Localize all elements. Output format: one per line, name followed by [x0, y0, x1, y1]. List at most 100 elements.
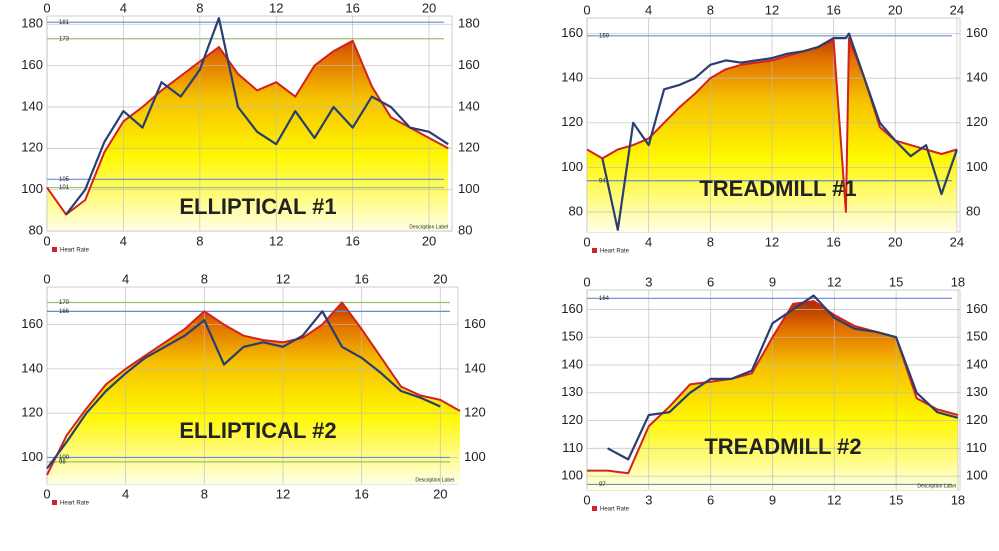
y-tick-label: 100	[561, 159, 583, 174]
heart-rate-area	[47, 302, 460, 484]
x-tick-label: 15	[889, 274, 903, 289]
x-tick-label: 12	[827, 274, 841, 289]
y-tick-label: 140	[21, 98, 43, 113]
y-tick-label: 180	[458, 16, 480, 31]
x-tick-label: 20	[888, 234, 902, 249]
reference-label: 94	[599, 178, 606, 184]
y-tick-label: 160	[561, 25, 583, 40]
series-line	[601, 32, 958, 231]
x-tick-label: 6	[707, 492, 714, 507]
chart-title: ELLIPTICAL #1	[179, 194, 336, 219]
chart-panel: 159 94 0 0 4 4 8 8 12 12 16 16 20 20 24 24 80 80 100 100 120…	[561, 2, 987, 254]
x-tick-label: 0	[43, 271, 50, 286]
x-tick-label: 4	[645, 234, 652, 249]
y-tick-label: 160	[458, 57, 480, 72]
x-tick-label: 20	[433, 486, 447, 501]
x-tick-label: 4	[120, 0, 127, 15]
y-tick-label: 80	[966, 203, 980, 218]
x-tick-label: 4	[120, 233, 127, 248]
y-tick-label: 150	[966, 329, 988, 344]
x-tick-label: 18	[951, 492, 965, 507]
reference-label: 164	[599, 296, 610, 302]
y-tick-label: 160	[21, 316, 43, 331]
x-tick-label: 12	[765, 234, 779, 249]
y-tick-label: 120	[966, 114, 988, 129]
y-tick-label: 140	[458, 98, 480, 113]
y-tick-label: 80	[569, 203, 583, 218]
y-tick-label: 80	[458, 222, 472, 237]
y-tick-label: 140	[966, 70, 988, 85]
y-tick-label: 100	[966, 159, 988, 174]
y-tick-label: 100	[21, 449, 43, 464]
legend-swatch	[592, 248, 597, 253]
chart-title: TREADMILL #2	[704, 434, 861, 459]
x-tick-label: 0	[43, 0, 50, 15]
x-tick-label: 3	[645, 274, 652, 289]
x-tick-label: 20	[422, 0, 436, 15]
y-tick-label: 110	[966, 440, 987, 455]
x-tick-label: 16	[826, 234, 840, 249]
description-label: Description Label	[409, 224, 448, 230]
x-tick-label: 8	[201, 271, 208, 286]
x-tick-label: 0	[583, 234, 590, 249]
x-tick-label: 8	[201, 486, 208, 501]
heart-rate-area	[47, 40, 449, 231]
x-tick-label: 16	[345, 233, 359, 248]
y-tick-label: 120	[561, 114, 583, 129]
x-tick-label: 0	[583, 274, 590, 289]
x-tick-label: 24	[950, 234, 964, 249]
x-tick-label: 15	[889, 492, 903, 507]
y-tick-label: 120	[21, 405, 43, 420]
legend-label: Heart Rate	[60, 501, 90, 507]
y-tick-label: 140	[21, 360, 43, 375]
series-line	[46, 310, 441, 470]
y-tick-label: 100	[966, 468, 988, 483]
x-tick-label: 20	[422, 233, 436, 248]
y-tick-label: 130	[561, 384, 583, 399]
legend-swatch	[52, 247, 57, 252]
y-tick-label: 140	[464, 360, 486, 375]
x-tick-label: 20	[888, 2, 902, 17]
reference-label: 98	[59, 459, 66, 465]
y-tick-label: 100	[561, 468, 583, 483]
y-tick-label: 120	[966, 412, 988, 427]
y-tick-label: 100	[458, 181, 480, 196]
legend-swatch	[592, 506, 597, 511]
reference-label: 173	[59, 36, 70, 42]
x-tick-label: 12	[276, 486, 290, 501]
reference-label: 159	[599, 33, 610, 39]
legend-label: Heart Rate	[600, 249, 630, 255]
x-tick-label: 12	[269, 233, 283, 248]
reference-label: 100	[59, 455, 70, 461]
chart-title: ELLIPTICAL #2	[179, 418, 336, 443]
y-tick-label: 140	[966, 356, 988, 371]
y-tick-label: 160	[966, 301, 988, 316]
series-line	[65, 17, 449, 216]
legend-label: Heart Rate	[60, 248, 90, 254]
legend-swatch	[52, 500, 57, 505]
reference-label: 105	[59, 177, 70, 183]
x-tick-label: 9	[769, 274, 776, 289]
y-tick-label: 120	[21, 140, 43, 155]
reference-label: 101	[59, 185, 70, 191]
x-tick-label: 16	[826, 2, 840, 17]
y-tick-label: 180	[21, 16, 43, 31]
x-tick-label: 12	[827, 492, 841, 507]
reference-label: 170	[59, 300, 70, 306]
x-tick-label: 8	[196, 233, 203, 248]
reference-label: 181	[59, 20, 70, 26]
description-label: Description Label	[917, 483, 956, 489]
x-tick-label: 16	[354, 486, 368, 501]
chart-panel: 181 173 105 101 0 0 4 4 8 8 12 12 16 16 20 20 80 80 100 100…	[21, 0, 479, 253]
x-tick-label: 0	[583, 492, 590, 507]
x-tick-label: 8	[707, 2, 714, 17]
x-tick-label: 4	[645, 2, 652, 17]
y-tick-label: 120	[458, 140, 480, 155]
x-tick-label: 16	[354, 271, 368, 286]
x-tick-label: 8	[707, 234, 714, 249]
description-label: Description Label	[415, 477, 454, 483]
reference-label: 97	[599, 482, 606, 488]
